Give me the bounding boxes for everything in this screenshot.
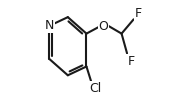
Text: N: N <box>44 19 54 32</box>
Text: Cl: Cl <box>90 82 102 95</box>
Text: O: O <box>99 20 108 33</box>
Text: F: F <box>135 7 142 20</box>
Text: F: F <box>127 55 134 68</box>
